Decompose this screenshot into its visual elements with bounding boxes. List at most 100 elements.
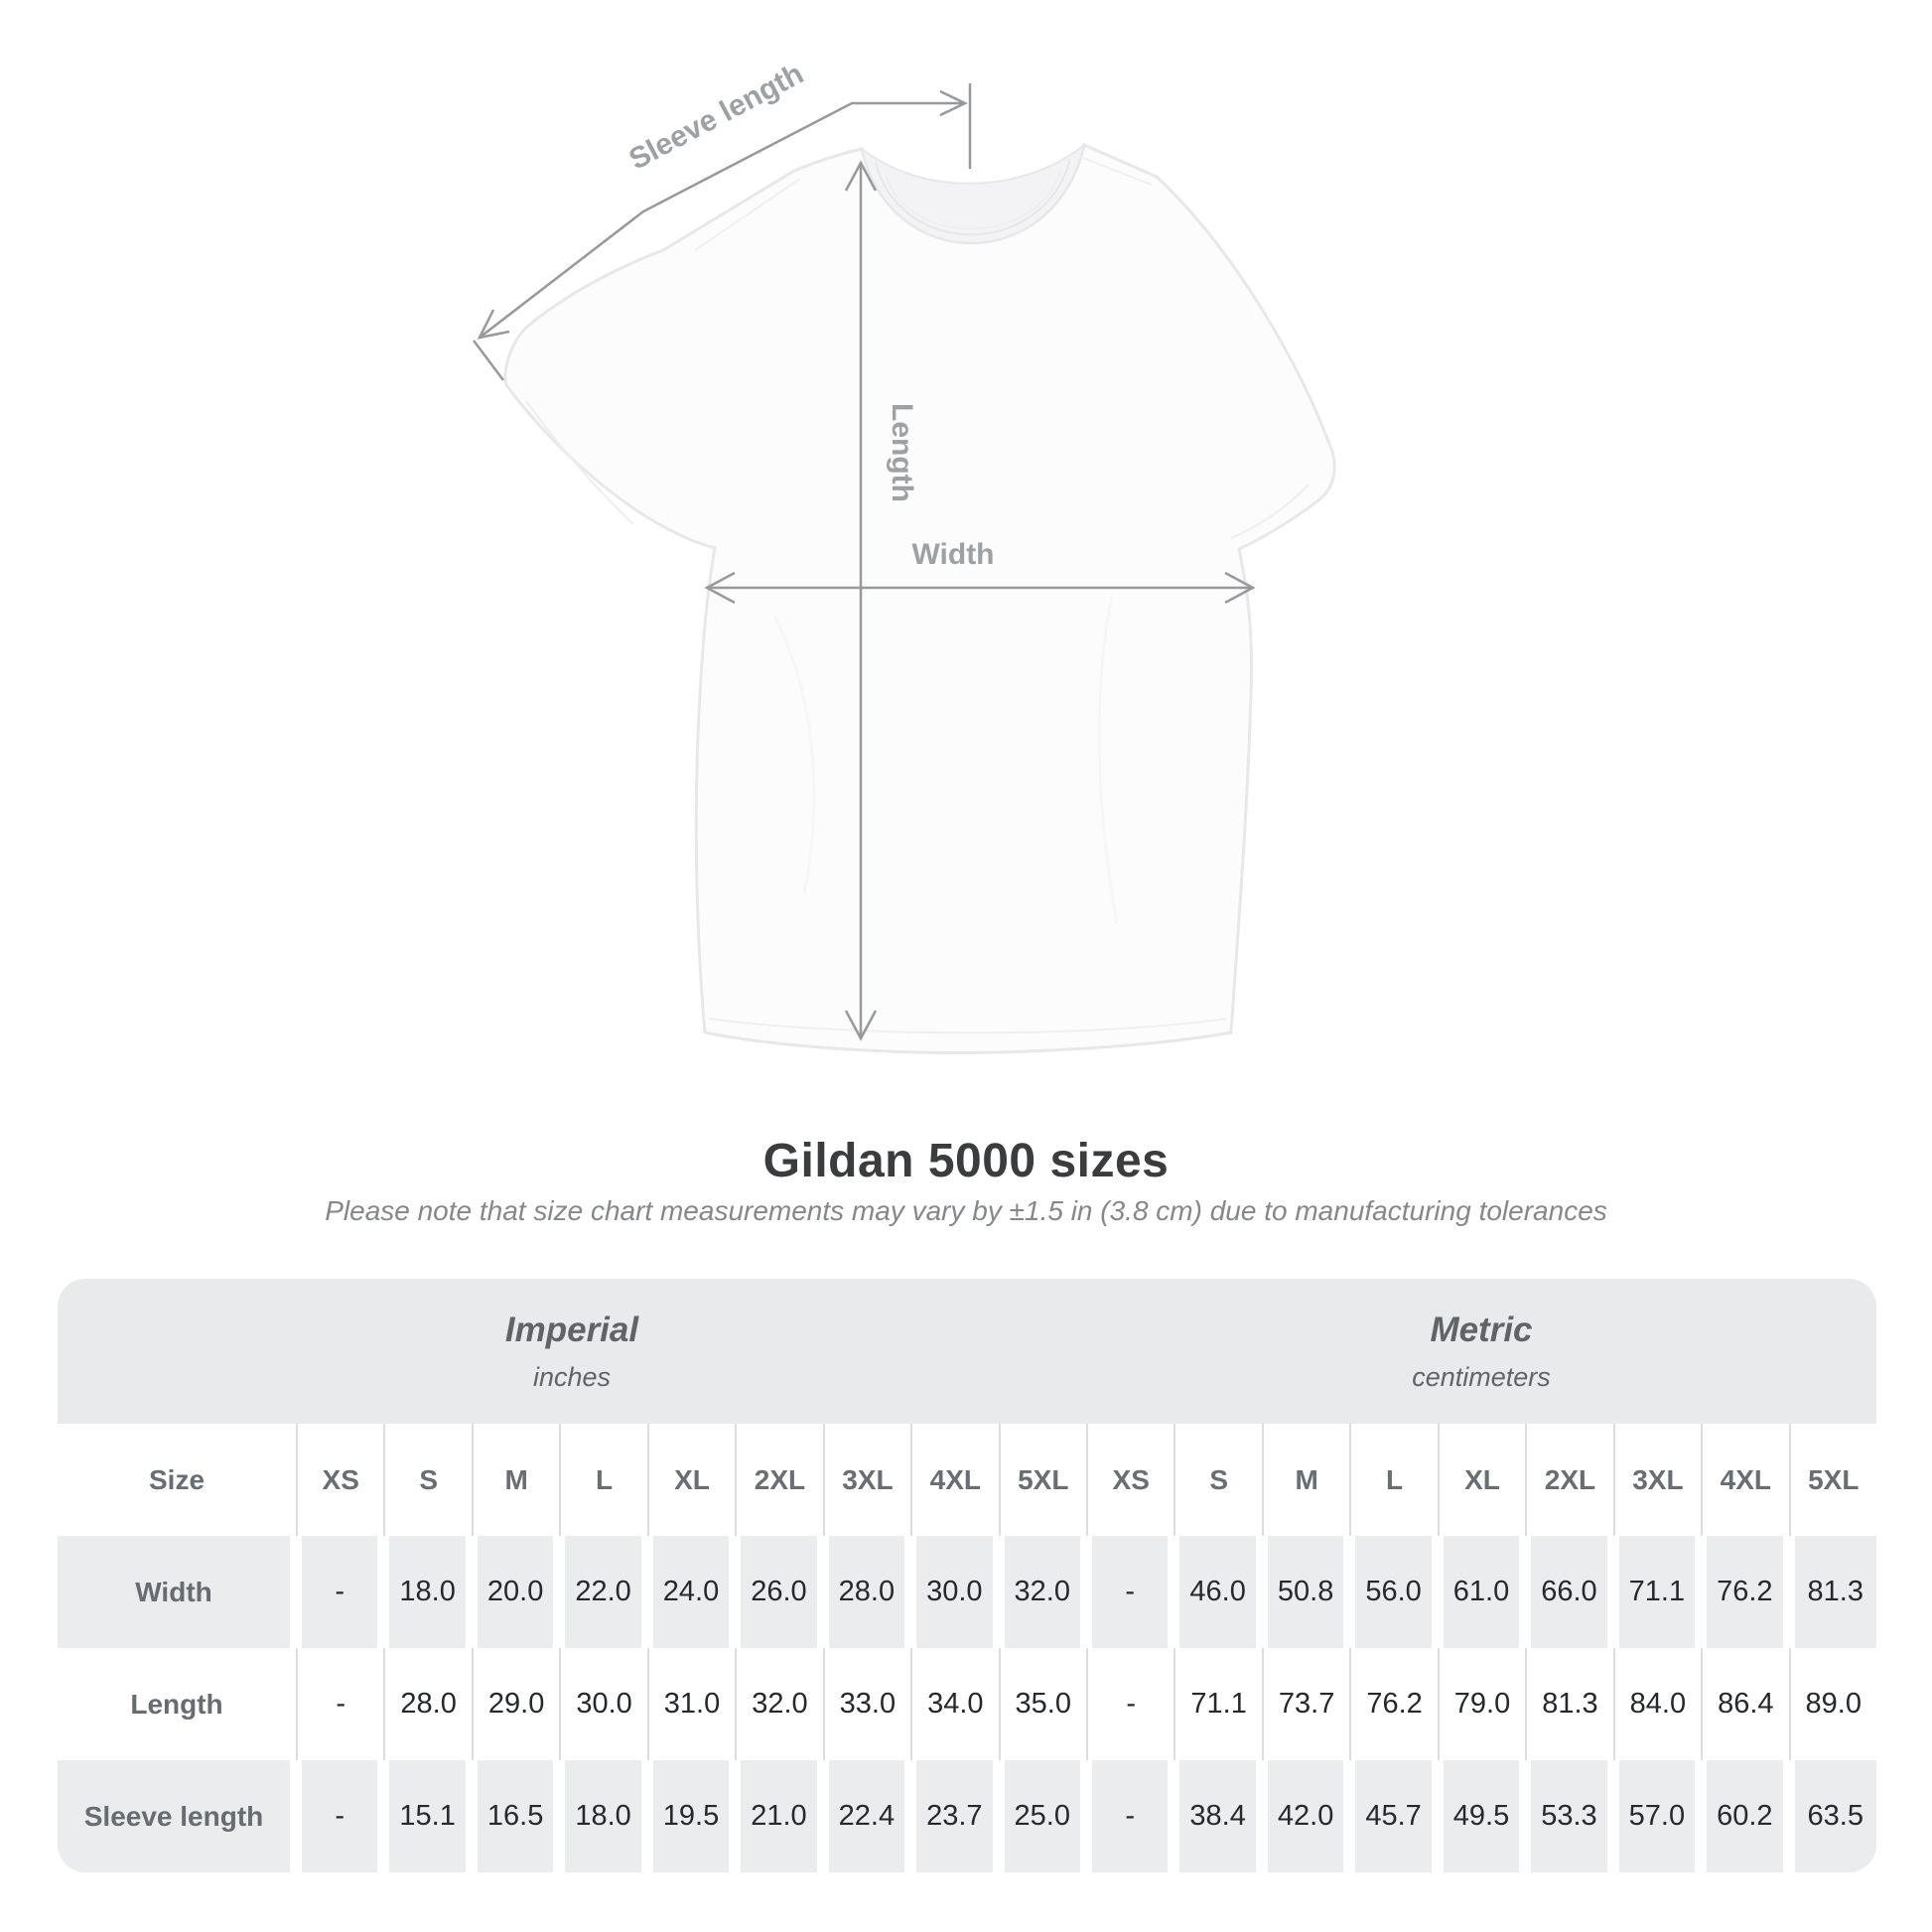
table-cell: 25.0 (998, 1760, 1086, 1872)
tshirt-illustration (503, 142, 1336, 1054)
table-cell: - (1085, 1648, 1174, 1760)
table-cell: 71.1 (1173, 1648, 1262, 1760)
arrowhead (844, 160, 878, 192)
table-cell: 34.0 (910, 1648, 999, 1760)
sleeve-length-label: Sleeve length (623, 58, 808, 177)
col-header: 4XL (1701, 1424, 1789, 1536)
tshirt-collar-stitch (885, 170, 1061, 229)
tshirt-right-shoulder-seam (1079, 156, 1153, 186)
tshirt-wrinkle-right (1097, 595, 1119, 924)
row-label: Sleeve length (58, 1760, 296, 1872)
table-cell: 18.0 (559, 1760, 647, 1872)
col-header: XS (1085, 1424, 1174, 1536)
table-cell: 86.4 (1701, 1648, 1789, 1760)
arrowhead (477, 309, 510, 340)
width-measure-line (704, 571, 1256, 605)
arrowhead (1224, 571, 1256, 605)
length-measure-line (844, 160, 878, 1041)
table-cell: - (296, 1648, 384, 1760)
table-cell: 73.7 (1261, 1648, 1350, 1760)
table-cell: 33.0 (822, 1648, 911, 1760)
width-label: Width (911, 538, 994, 571)
col-header: L (559, 1424, 647, 1536)
table-cell: 84.0 (1612, 1648, 1702, 1760)
table-cell: 56.0 (1349, 1536, 1438, 1648)
col-header: 4XL (910, 1424, 999, 1536)
table-cell: 22.4 (822, 1760, 911, 1872)
table-cell: 22.0 (559, 1536, 647, 1648)
table-cell: 57.0 (1612, 1760, 1702, 1872)
unit-group-name: Metric (1430, 1310, 1533, 1349)
table-cell: 29.0 (471, 1648, 560, 1760)
table-cell: 28.0 (383, 1648, 472, 1760)
col-header: 3XL (822, 1424, 911, 1536)
unit-group-name: Imperial (504, 1310, 639, 1349)
table-cell: 38.4 (1173, 1760, 1262, 1872)
size-table: Imperial inches Metric centimeters Size … (58, 1279, 1876, 1872)
table-cell: - (296, 1760, 384, 1872)
page-subtitle: Please note that size chart measurements… (325, 1195, 1607, 1226)
table-cell: 19.5 (646, 1760, 736, 1872)
unit-group-unit: centimeters (1412, 1361, 1551, 1392)
table-cell: 79.0 (1437, 1648, 1526, 1760)
sleeve-end-tick (473, 340, 504, 381)
col-header: XS (296, 1424, 384, 1536)
table-cell: 49.5 (1437, 1760, 1526, 1872)
table-cell: 30.0 (910, 1536, 999, 1648)
table-cell: 23.7 (910, 1760, 999, 1872)
table-cell: - (1085, 1760, 1174, 1872)
table-cell: 18.0 (383, 1536, 472, 1648)
unit-group-imperial: Imperial inches (58, 1279, 1086, 1424)
col-header: 2XL (1525, 1424, 1613, 1536)
table-cell: - (296, 1536, 384, 1648)
table-cell: 28.0 (822, 1536, 911, 1648)
col-header: XL (1437, 1424, 1526, 1536)
col-header: M (471, 1424, 560, 1536)
length-label: Length (886, 403, 918, 502)
table-cell: 50.8 (1261, 1536, 1350, 1648)
row-label: Length (58, 1648, 296, 1760)
table-cell: 81.3 (1525, 1648, 1613, 1760)
arrowhead (704, 571, 736, 605)
col-header: L (1349, 1424, 1438, 1536)
table-cell: 32.0 (998, 1536, 1086, 1648)
tshirt-left-shoulder-seam (694, 178, 801, 251)
tshirt-collar-seam (875, 158, 1071, 236)
tshirt-wrinkle-left (772, 615, 816, 895)
table-cell: 76.2 (1701, 1536, 1789, 1648)
table-cell: 26.0 (735, 1536, 823, 1648)
table-cell: 63.5 (1788, 1760, 1876, 1872)
table-cell: 20.0 (471, 1536, 560, 1648)
col-header: 5XL (998, 1424, 1086, 1536)
page-title: Gildan 5000 sizes (762, 1135, 1170, 1187)
col-header: S (1173, 1424, 1262, 1536)
table-cell: 32.0 (735, 1648, 823, 1760)
table-cell: 35.0 (998, 1648, 1086, 1760)
table-cell: 21.0 (735, 1760, 823, 1872)
table-cell: 89.0 (1788, 1648, 1876, 1760)
tshirt-bottom-hem (708, 1018, 1228, 1035)
table-cell: 53.3 (1525, 1760, 1613, 1872)
arrowhead (844, 1010, 878, 1041)
table-cell: 66.0 (1525, 1536, 1613, 1648)
table-cell: 42.0 (1261, 1760, 1350, 1872)
col-header: 3XL (1612, 1424, 1702, 1536)
table-cell: 30.0 (559, 1648, 647, 1760)
row-label: Width (58, 1536, 296, 1648)
tshirt-measurement-diagram: Sleeve length Length Width (473, 58, 1336, 1054)
table-cell: 15.1 (383, 1760, 472, 1872)
table-cell: 81.3 (1788, 1536, 1876, 1648)
col-header: 2XL (735, 1424, 823, 1536)
col-header: M (1261, 1424, 1350, 1536)
table-cell: - (1085, 1536, 1174, 1648)
unit-group-metric: Metric centimeters (1085, 1279, 1876, 1424)
unit-group-unit: inches (532, 1361, 612, 1392)
table-cell: 31.0 (646, 1648, 736, 1760)
col-header: 5XL (1788, 1424, 1876, 1536)
table-cell: 45.7 (1349, 1760, 1438, 1872)
table-cell: 24.0 (646, 1536, 736, 1648)
table-cell: 60.2 (1701, 1760, 1789, 1872)
tshirt-body (503, 142, 1336, 1054)
arrowhead (939, 89, 968, 117)
table-cell: 71.1 (1612, 1536, 1702, 1648)
